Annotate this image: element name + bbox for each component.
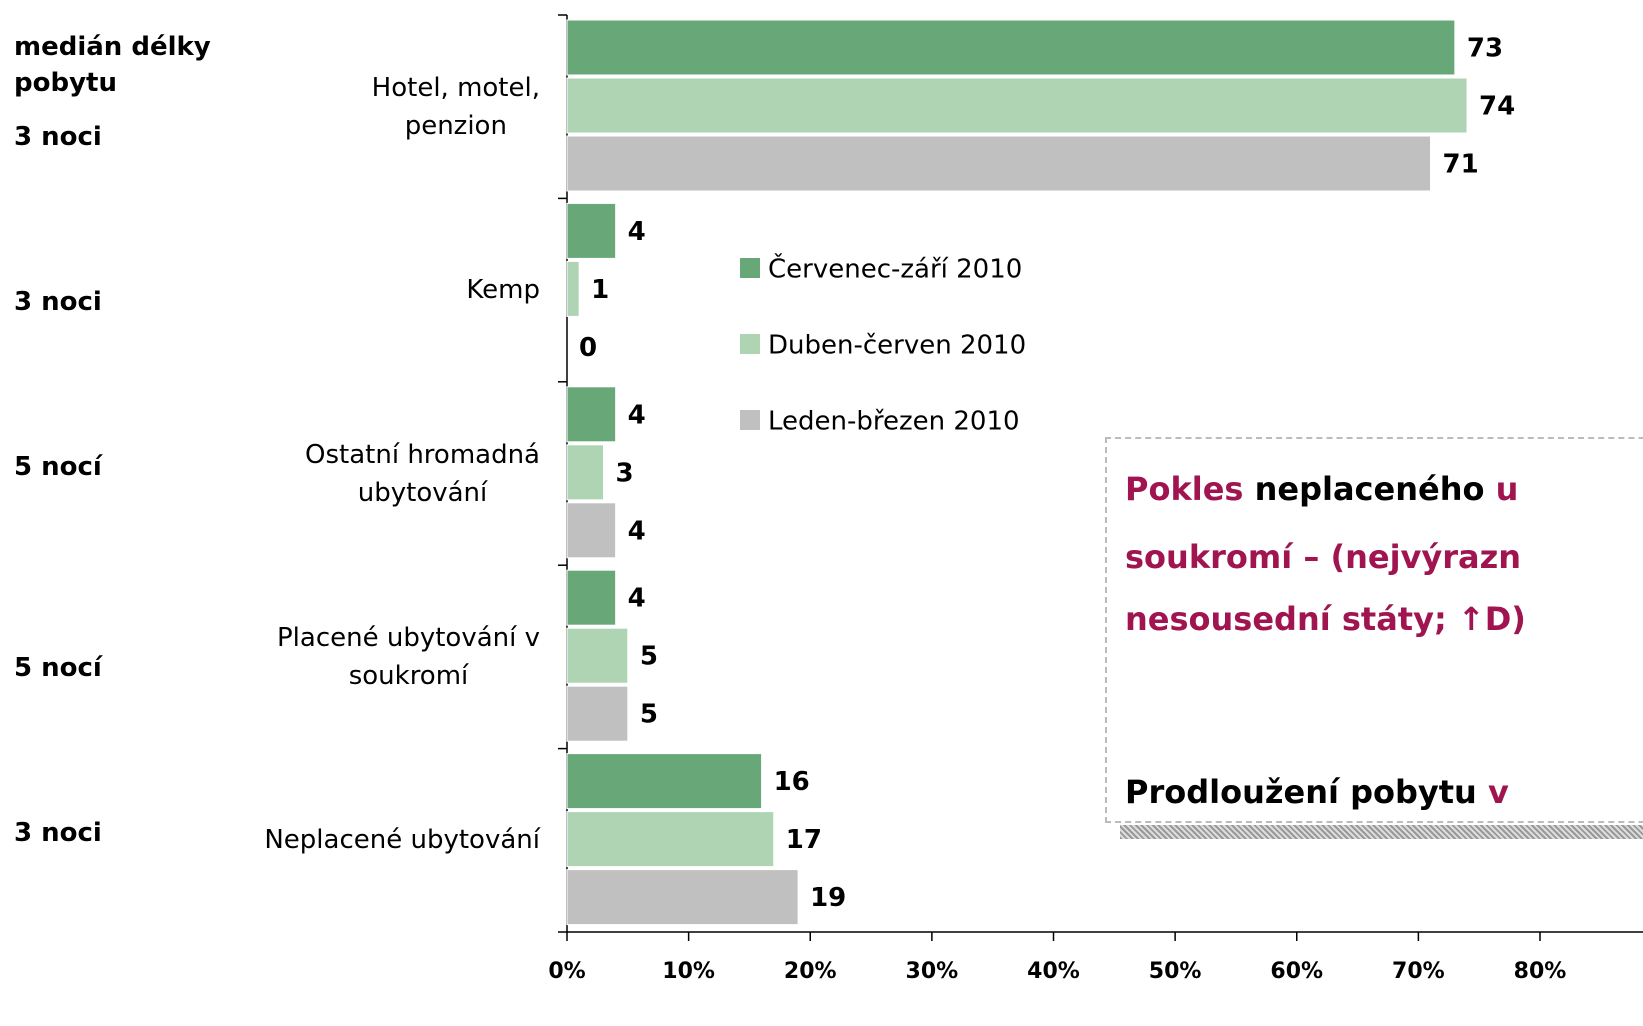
median-value: 5 nocí — [14, 653, 102, 683]
value-label: 0 — [579, 333, 597, 363]
legend-label: Duben-červen 2010 — [768, 331, 1026, 361]
x-tick-label: 70% — [1392, 959, 1445, 984]
value-label: 19 — [810, 883, 846, 913]
category-label: Kemp — [466, 275, 540, 306]
bar — [566, 685, 629, 742]
value-label: 5 — [640, 700, 658, 730]
bar — [566, 260, 580, 317]
note-line: Prodloužení pobytu v — [1125, 773, 1509, 811]
bar — [566, 77, 1468, 134]
category-label: Placené ubytování v soukromí — [276, 622, 540, 691]
value-label: 4 — [628, 516, 646, 546]
x-tick-label: 0% — [548, 959, 585, 984]
legend-swatch — [740, 410, 760, 430]
note-box: Pokles neplaceného u soukromí – (nejvýraz… — [1105, 437, 1643, 823]
legend-swatch — [740, 258, 760, 278]
note-line: nesousední státy; ↑D) — [1125, 600, 1526, 638]
value-label: 5 — [640, 642, 658, 672]
median-value: 5 nocí — [14, 452, 102, 482]
x-tick-label: 40% — [1027, 959, 1080, 984]
bar — [566, 502, 617, 559]
x-tick-label: 80% — [1514, 959, 1567, 984]
bar — [566, 202, 617, 259]
value-label: 71 — [1443, 150, 1479, 180]
x-tick-label: 10% — [662, 959, 715, 984]
value-label: 1 — [591, 275, 609, 305]
category-label: Neplacené ubytování — [264, 825, 540, 856]
legend-swatch — [740, 334, 760, 354]
bar — [566, 811, 775, 868]
bar — [566, 19, 1456, 76]
note-text: Pokles — [1125, 470, 1244, 508]
note-text: soukromí – (nejvýrazn — [1125, 538, 1522, 576]
category-label: Hotel, motel, penzion — [371, 72, 540, 141]
value-label: 4 — [628, 217, 646, 247]
value-label: 4 — [628, 584, 646, 614]
note-text: Prodloužení pobytu — [1125, 773, 1477, 811]
x-tick-label: 60% — [1270, 959, 1323, 984]
note-text: u — [1495, 470, 1519, 508]
value-label: 17 — [786, 825, 822, 855]
bar — [566, 627, 629, 684]
note-shadow — [1120, 825, 1643, 839]
note-line: soukromí – (nejvýrazn — [1125, 538, 1521, 576]
value-label: 16 — [774, 767, 810, 797]
bar — [566, 869, 799, 926]
bar — [566, 444, 604, 501]
value-label: 73 — [1467, 34, 1503, 64]
bar — [566, 569, 617, 626]
note-line: Pokles neplaceného u — [1125, 470, 1518, 508]
value-label: 3 — [615, 458, 633, 488]
value-label: 74 — [1479, 92, 1515, 122]
category-label: Ostatní hromadná ubytování — [305, 439, 540, 508]
median-value: 3 noci — [14, 122, 102, 152]
note-text: v — [1487, 773, 1509, 811]
note-text: nesousední státy; ↑D) — [1125, 600, 1526, 638]
legend-label: Červenec-září 2010 — [768, 253, 1022, 285]
x-tick-label: 30% — [906, 959, 959, 984]
note-text: neplaceného — [1254, 470, 1485, 508]
legend-label: Leden-březen 2010 — [768, 407, 1020, 437]
value-label: 4 — [628, 400, 646, 430]
bar — [566, 135, 1432, 192]
side-title: medián délky pobytu — [14, 32, 211, 98]
median-value: 3 noci — [14, 287, 102, 317]
x-tick-label: 50% — [1149, 959, 1202, 984]
bar — [566, 386, 617, 443]
x-tick-label: 20% — [784, 959, 837, 984]
bar — [566, 753, 763, 810]
median-value: 3 noci — [14, 818, 102, 848]
